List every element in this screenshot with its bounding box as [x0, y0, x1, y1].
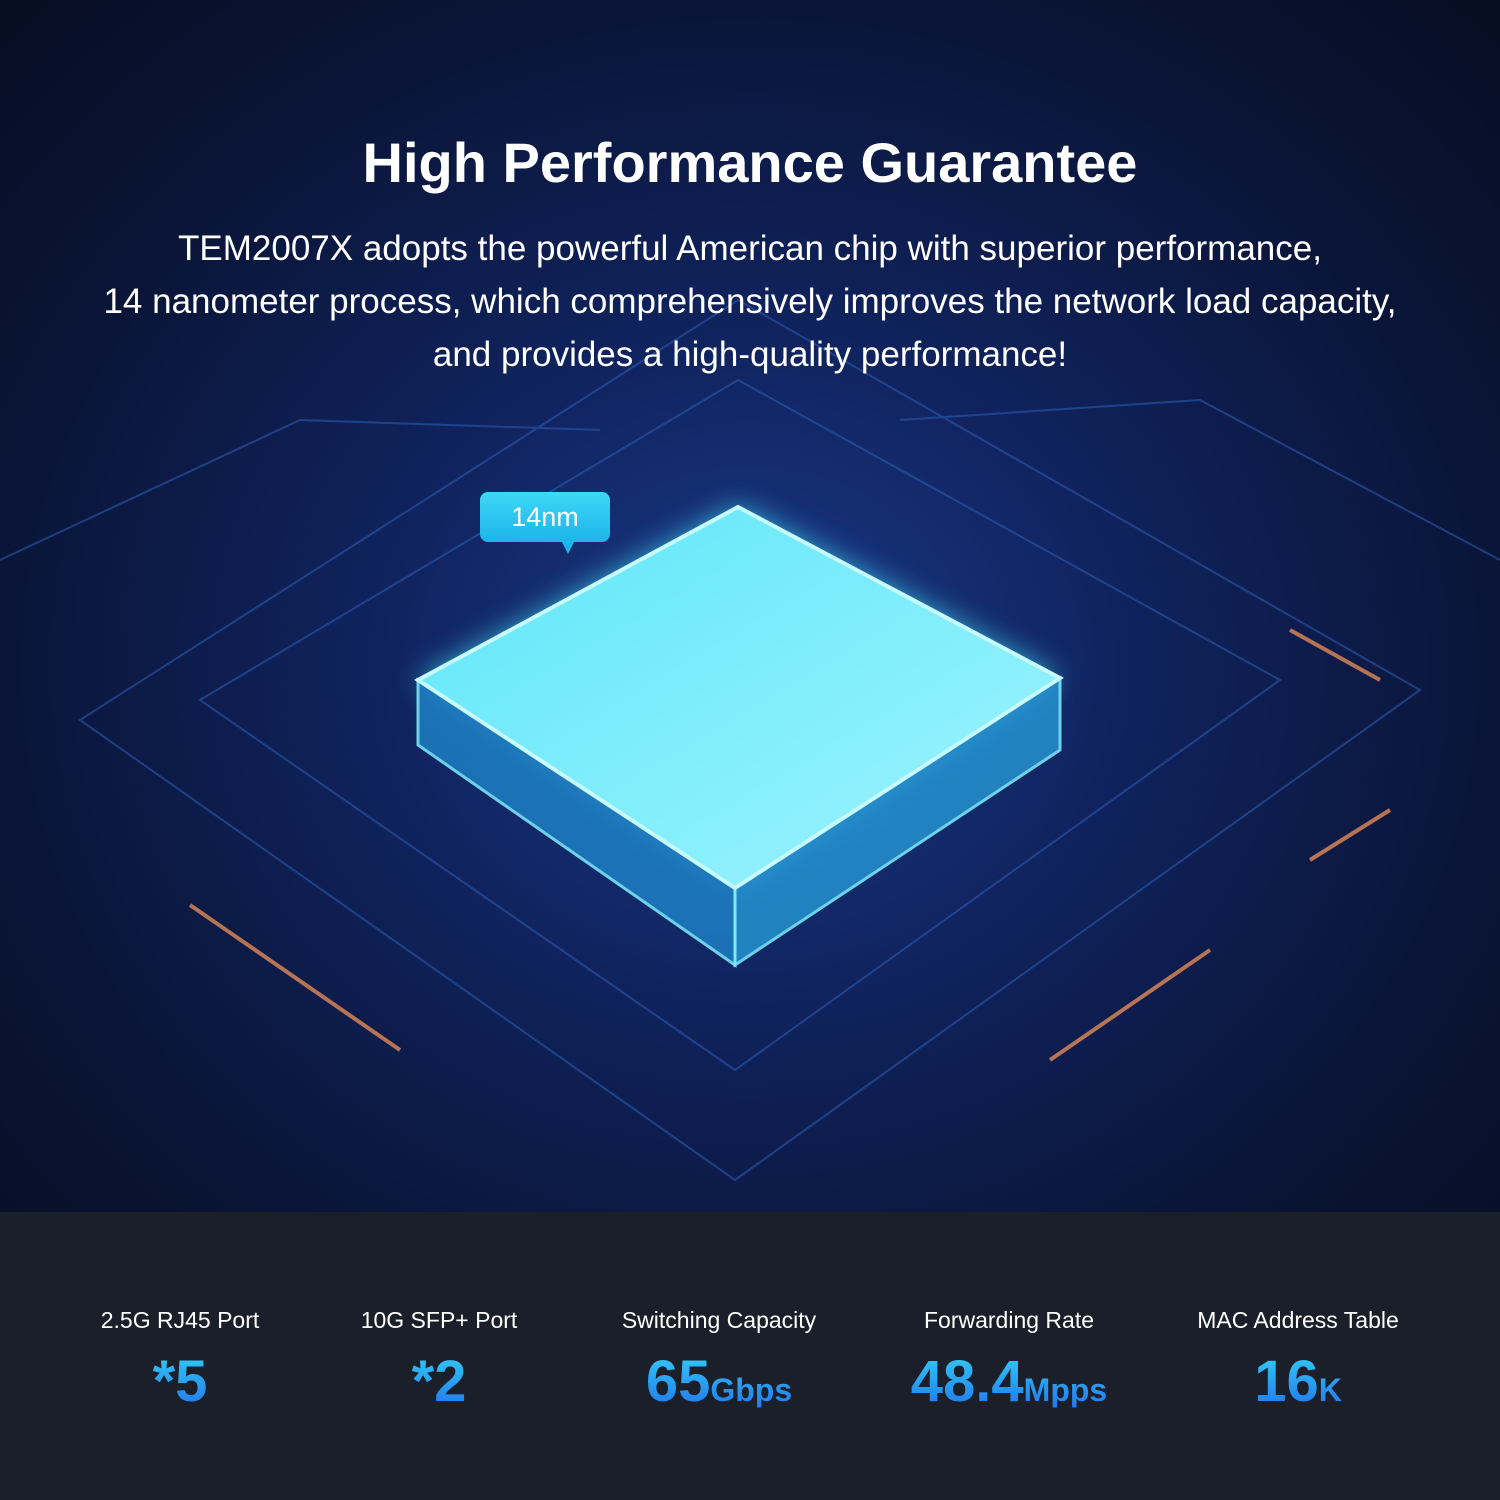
- spec-label: Switching Capacity: [621, 1307, 817, 1333]
- spec-value: *5: [152, 1349, 208, 1414]
- spec-value: 16: [1254, 1349, 1319, 1414]
- spec-mac-table: MAC Address Table 16K: [1153, 1307, 1443, 1415]
- spec-unit: K: [1318, 1372, 1342, 1408]
- spec-label: 2.5G RJ45 Port: [100, 1307, 260, 1333]
- spec-forwarding-rate: Forwarding Rate 48.4Mpps: [864, 1307, 1154, 1415]
- description-line: TEM2007X adopts the powerful American ch…: [178, 229, 1322, 268]
- hero-section: High Performance Guarantee TEM2007X adop…: [0, 0, 1500, 1212]
- spec-sfp-ports: 10G SFP+ Port *2: [294, 1307, 584, 1415]
- description-line: 14 nanometer process, which comprehensiv…: [103, 282, 1397, 321]
- spec-label: 10G SFP+ Port: [360, 1307, 518, 1333]
- description: TEM2007X adopts the powerful American ch…: [0, 222, 1500, 381]
- spec-value: 65: [645, 1349, 711, 1414]
- spec-panel: 2.5G RJ45 Port *5 10G SFP+ Port *2 Switchi…: [0, 1212, 1500, 1500]
- spec-rj45-ports: 2.5G RJ45 Port *5: [35, 1307, 325, 1415]
- spec-value: 48.4: [910, 1349, 1024, 1414]
- spec-switching-capacity: Switching Capacity 65Gbps: [574, 1307, 864, 1415]
- spec-label: MAC Address Table: [1197, 1307, 1399, 1333]
- spec-value: *2: [411, 1349, 467, 1414]
- description-line: and provides a high-quality performance!: [432, 335, 1068, 374]
- spec-unit: Gbps: [710, 1372, 793, 1408]
- spec-unit: Mpps: [1023, 1372, 1108, 1408]
- page-title: High Performance Guarantee: [362, 131, 1138, 194]
- spec-label: Forwarding Rate: [923, 1307, 1095, 1333]
- chip-illustration: [0, 298, 1500, 1182]
- process-badge: 14nm: [480, 492, 610, 554]
